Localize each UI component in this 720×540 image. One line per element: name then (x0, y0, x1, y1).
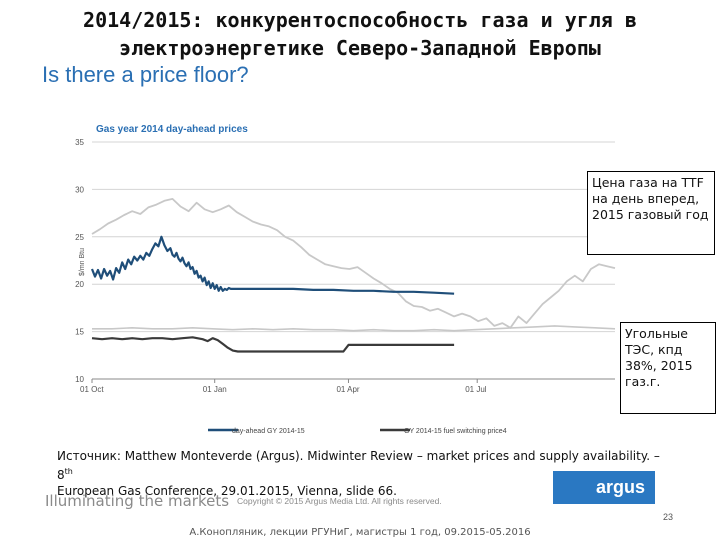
y-tick-label: 35 (75, 138, 84, 147)
y-axis-label: $/mn Btu (79, 248, 86, 276)
series-fuel-switching (91, 336, 455, 353)
source-sup: th (64, 467, 73, 476)
copyright-notice: Copyright © 2015 Argus Media Ltd. All ri… (237, 496, 442, 506)
callout-gas-price: Цена газа на TTF на день вперед, 2015 га… (587, 171, 715, 255)
legend-label-fuel-switching: GY 2014-15 fuel switching price4 (404, 428, 507, 435)
x-tick-label: 01 Apr (336, 385, 359, 394)
legend-label-dayahead: day-ahead GY 2014-15 (232, 428, 305, 435)
argus-logo: argus (553, 471, 655, 504)
y-ticks: 35 30 25 20 15 10 (75, 138, 84, 384)
x-tick-label: 01 Jan (203, 385, 227, 394)
legend: day-ahead GY 2014-15 GY 2014-15 fuel swi… (208, 428, 507, 435)
callout-coal-plants: Угольные ТЭС, кпд 38%, 2015 газ.г. (620, 322, 716, 414)
y-tick-label: 10 (75, 375, 84, 384)
series-fuel-switching-2015-gray (92, 325, 616, 332)
series-day-ahead-2015-gray (91, 197, 616, 329)
gridlines (92, 141, 615, 380)
series-dayahead-2014-15 (90, 235, 455, 295)
slide-title-line1: 2014/2015: конкурентоспособность газа и … (83, 8, 637, 32)
slide-title-line2: электроэнергетике Северо-Западной Европы (119, 36, 601, 60)
slide-title: 2014/2015: конкурентоспособность газа и … (0, 6, 720, 62)
x-tick-label: 01 Jul (465, 385, 487, 394)
footer-tagline: Illuminating the markets (45, 492, 230, 510)
source-text: Источник: Matthew Monteverde (Argus). Mi… (57, 449, 660, 482)
y-tick-label: 15 (75, 328, 84, 337)
y-tick-label: 20 (75, 280, 84, 289)
source-text-2: European Gas Conference, 29.01.2015, Vie… (57, 484, 397, 498)
page-number: 23 (663, 512, 674, 522)
x-ticks: 01 Oct 01 Jan 01 Apr 01 Jul (80, 379, 487, 394)
author-footer: А.Конопляник, лекции РГУНиГ, магистры 1 … (189, 527, 531, 538)
x-tick-label: 01 Oct (80, 385, 104, 394)
chart-title: Gas year 2014 day-ahead prices (96, 124, 248, 135)
series-layer (90, 197, 616, 353)
y-tick-label: 25 (75, 233, 84, 242)
slide-subtitle: Is there a price floor? (42, 62, 249, 87)
y-tick-label: 30 (75, 185, 84, 194)
source-citation: Источник: Matthew Monteverde (Argus). Mi… (57, 448, 662, 499)
